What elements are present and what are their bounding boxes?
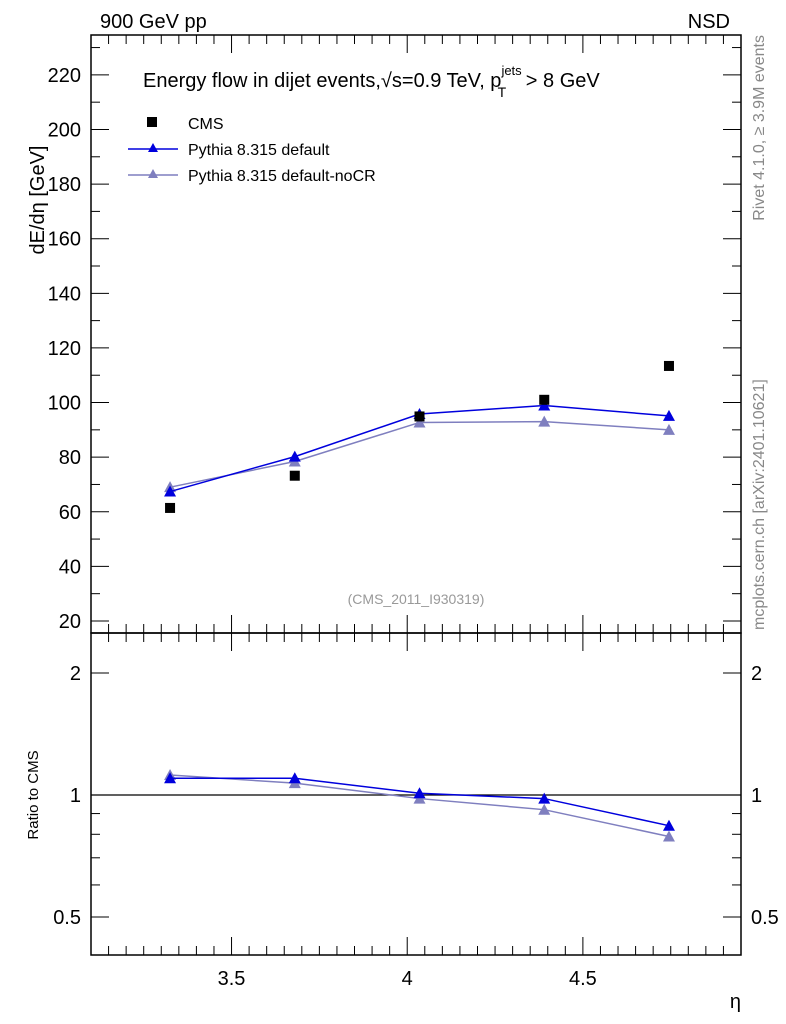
point-default — [164, 485, 177, 497]
point-nocr — [538, 415, 551, 427]
ratio-line-nocr — [170, 774, 670, 838]
ratio-y-axis-label: Ratio to CMS — [25, 750, 42, 839]
y-tick-label: 160 — [48, 229, 81, 251]
ratio-point-default — [413, 787, 426, 799]
ratio-point-default — [538, 792, 551, 804]
header-left: 900 GeV pp — [100, 11, 207, 33]
title-sub: T — [498, 84, 507, 100]
point-cms — [539, 394, 550, 405]
ratio-point-nocr — [662, 830, 675, 842]
ratio-tick-label-right: 2 — [751, 663, 762, 685]
title-sup: jets — [500, 63, 522, 78]
ratio-tick-label: 0.5 — [53, 907, 81, 929]
chart-title: Energy flow in dijet events,√s=0.9 TeV, … — [143, 63, 600, 100]
title-main: Energy flow in dijet events, — [143, 70, 381, 92]
rivet-label: Rivet 4.1.0, ≥ 3.9M events — [751, 35, 768, 221]
legend-marker-default — [148, 143, 158, 152]
y-tick-label: 40 — [59, 556, 81, 578]
point-nocr — [662, 423, 675, 435]
x-tick-label: 4 — [402, 968, 413, 990]
point-cms — [663, 360, 674, 371]
point-cms — [165, 502, 176, 513]
svg-text:Energy flow in dijet events,√s: Energy flow in dijet events,√s=0.9 TeV, … — [143, 63, 600, 100]
x-axis-label: η — [730, 991, 741, 1013]
ratio-tick-label-right: 0.5 — [751, 907, 779, 929]
y-tick-label: 200 — [48, 119, 81, 141]
y-tick-label: 60 — [59, 502, 81, 524]
ratio-point-default — [662, 819, 675, 831]
ratio-frame — [90, 632, 742, 956]
ratio-tick-label: 1 — [70, 785, 81, 807]
legend: CMS Pythia 8.315 default Pythia 8.315 de… — [128, 116, 376, 185]
point-cms — [289, 470, 300, 481]
mcplots-label: mcplots.cern.ch [arXiv:2401.10621] — [751, 379, 768, 630]
title-sqrt: √s=0.9 TeV, p — [381, 70, 502, 92]
y-tick-label: 100 — [48, 393, 81, 415]
y-tick-label: 140 — [48, 283, 81, 305]
y-tick-label: 180 — [48, 174, 81, 196]
y-axis-label: dE/dη [GeV] — [27, 146, 49, 255]
legend-label-nocr: Pythia 8.315 default-noCR — [188, 168, 376, 185]
y-tick-label: 120 — [48, 338, 81, 360]
legend-label-cms: CMS — [188, 116, 224, 133]
x-tick-label: 4.5 — [569, 968, 597, 990]
ratio-point-default — [288, 772, 301, 784]
point-cms — [414, 411, 425, 422]
legend-label-default: Pythia 8.315 default — [188, 142, 330, 159]
ratio-point-default — [164, 772, 177, 784]
series-line-nocr — [169, 420, 670, 488]
legend-marker-nocr — [148, 169, 158, 178]
ratio-tick-label-right: 1 — [751, 785, 762, 807]
x-tick-label: 3.5 — [218, 968, 246, 990]
analysis-label: (CMS_2011_I930319) — [348, 591, 485, 607]
y-tick-label: 220 — [48, 65, 81, 87]
legend-marker-cms — [147, 117, 157, 127]
point-default — [662, 409, 675, 421]
point-default — [288, 450, 301, 462]
ratio-tick-label: 2 — [70, 663, 81, 685]
header-right: NSD — [688, 11, 730, 33]
ratio-point-nocr — [538, 803, 551, 815]
y-tick-label: 80 — [59, 447, 81, 469]
title-tail: > 8 GeV — [520, 70, 600, 92]
point-default — [538, 399, 551, 411]
y-tick-label: 20 — [59, 611, 81, 633]
point-nocr — [413, 416, 426, 428]
